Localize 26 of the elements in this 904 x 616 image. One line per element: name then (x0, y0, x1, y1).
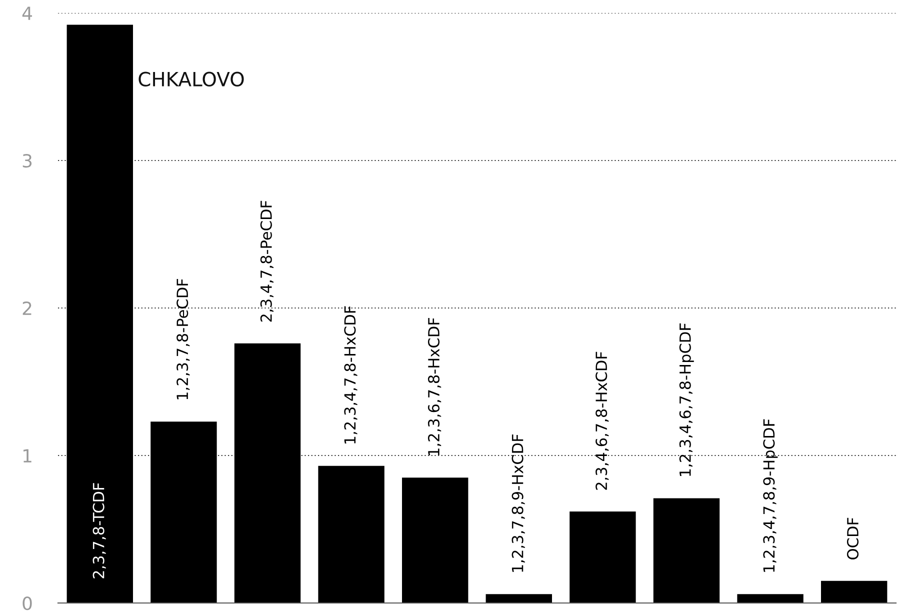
bar (234, 343, 301, 603)
x-tick-label: 1,2,3,4,7,8-HxCDF (344, 306, 358, 444)
bar (402, 478, 468, 603)
x-tick-label: 2,3,7,8-TCDF (92, 483, 106, 578)
bar (570, 512, 636, 603)
bar (653, 498, 720, 603)
x-tick-label: 1,2,3,6,7,8-HxCDF (428, 318, 442, 456)
y-tick-label: 1 (23, 449, 32, 462)
x-tick-label: 1,2,3,4,6,7,8-HpCDF (679, 323, 694, 476)
x-tick-label: 2,3,4,7,8-PeCDF (260, 200, 274, 322)
x-tick-label: OCDF (846, 518, 859, 560)
bar (737, 594, 804, 603)
text: CHKALOVO (138, 72, 244, 86)
x-tick-label: 1,2,3,7,8-PeCDF (176, 278, 190, 400)
x-tick-label: 1,2,3,4,7,8,9-HpCDF (763, 419, 778, 572)
bar (821, 580, 888, 603)
y-tick-label: 2 (22, 301, 32, 315)
bar (66, 24, 133, 603)
x-tick-label: 2,3,4,6,7,8-HxCDF (596, 352, 609, 490)
bar (486, 594, 552, 603)
x-tick-label: 1,2,3,7,8,9-HxCDF (512, 434, 525, 572)
y-tick-label: 4 (22, 6, 32, 20)
y-tick-label: 0 (22, 596, 32, 610)
bar (150, 422, 217, 603)
y-tick-label: 3 (22, 154, 32, 168)
bar (318, 466, 384, 603)
